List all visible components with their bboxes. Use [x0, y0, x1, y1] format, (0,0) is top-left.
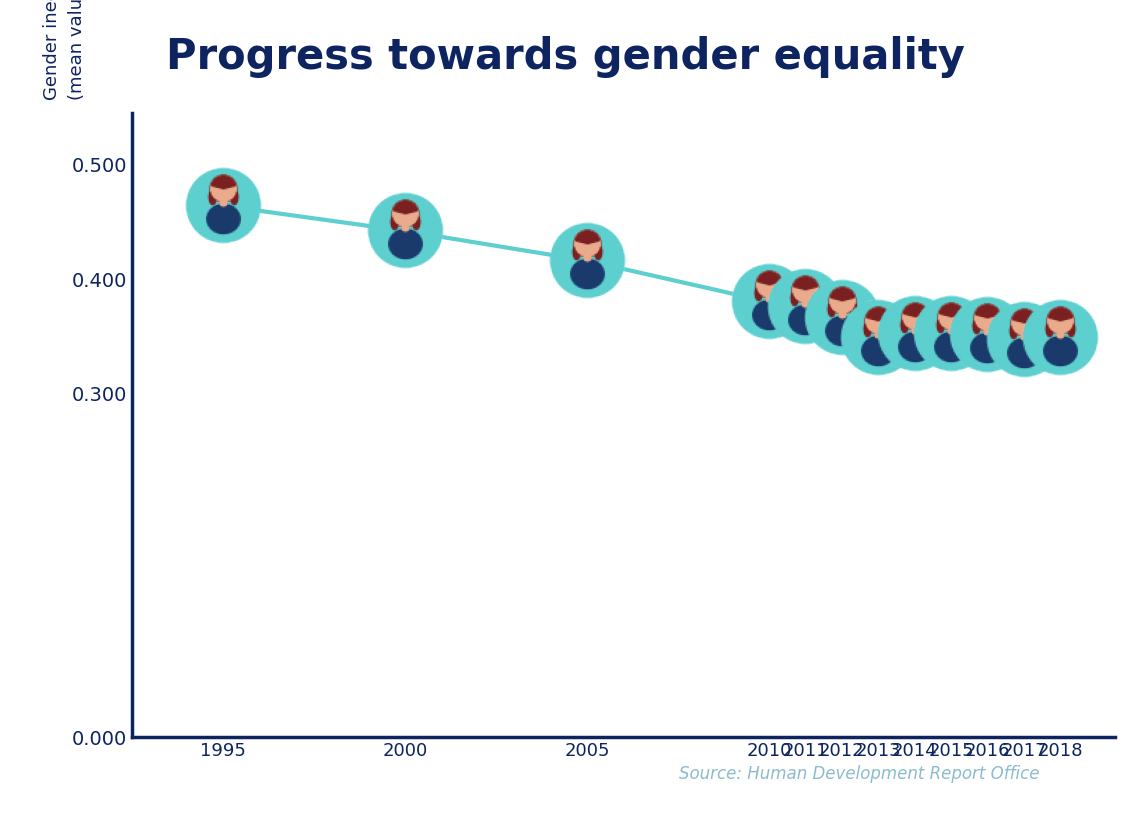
Text: Progress towards gender equality: Progress towards gender equality — [166, 36, 964, 78]
Text: Source: Human Development Report Office: Source: Human Development Report Office — [679, 765, 1040, 783]
Y-axis label: Gender inequality index
(mean value): Gender inequality index (mean value) — [43, 0, 86, 100]
